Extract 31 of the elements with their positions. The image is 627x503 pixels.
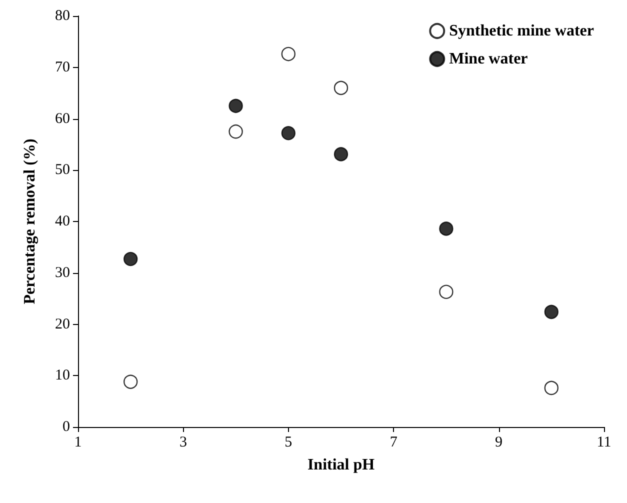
x-tick-label: 11 bbox=[596, 434, 612, 450]
point bbox=[124, 252, 138, 266]
legend-label: Mine water bbox=[449, 50, 528, 68]
y-tick-label: 70 bbox=[55, 59, 70, 76]
point bbox=[439, 222, 454, 236]
y-tick-label: 60 bbox=[55, 110, 70, 127]
x-tick-label: 3 bbox=[179, 434, 187, 450]
point bbox=[544, 380, 558, 396]
x-tick-label: 7 bbox=[390, 434, 398, 450]
y-tick-label: 40 bbox=[55, 214, 70, 230]
x-tick-label: 9 bbox=[495, 434, 503, 450]
x-tick-label: 1 bbox=[74, 434, 82, 450]
point bbox=[334, 80, 348, 96]
point bbox=[124, 374, 138, 389]
point bbox=[281, 46, 296, 62]
point bbox=[281, 126, 296, 140]
x-tick-label: 5 bbox=[284, 434, 292, 450]
point bbox=[439, 284, 454, 299]
y-tick-label: 10 bbox=[55, 368, 70, 384]
point bbox=[228, 98, 243, 114]
legend-label: Synthetic mine water bbox=[449, 22, 594, 40]
y-tick-label: 30 bbox=[55, 264, 70, 281]
y-tick-label: 20 bbox=[55, 316, 70, 332]
point bbox=[228, 124, 243, 139]
point bbox=[544, 304, 558, 320]
y-axis-title: Percentage removal (%) bbox=[22, 138, 38, 304]
x-axis-title: Initial pH bbox=[307, 456, 376, 474]
y-tick-label: 0 bbox=[62, 419, 70, 435]
y-tick-label: 50 bbox=[55, 162, 70, 178]
point bbox=[334, 147, 348, 162]
y-tick-label: 80 bbox=[55, 8, 70, 24]
